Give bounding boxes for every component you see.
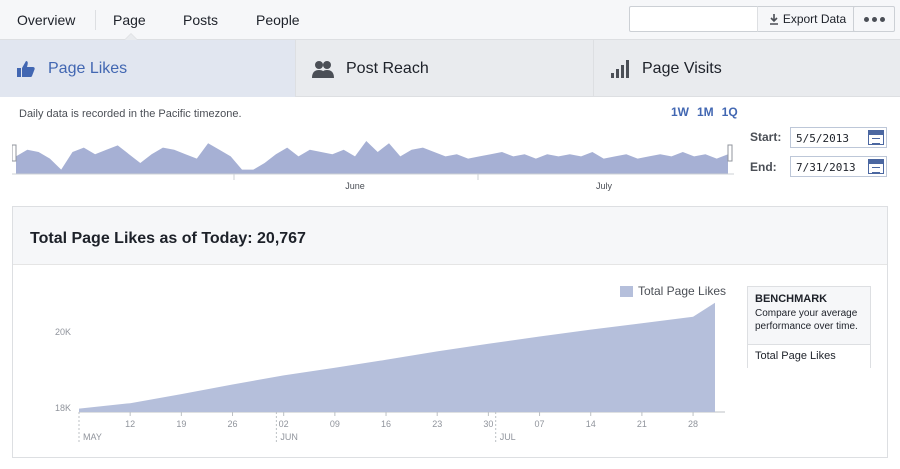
range-1q-button[interactable]: 1Q: [721, 105, 738, 119]
metric-tab-label: Page Likes: [48, 59, 128, 77]
y-tick-label: 18K: [55, 403, 71, 413]
more-dot-icon: [879, 16, 885, 22]
range-overview-area: [16, 141, 728, 174]
tab-overview[interactable]: Overview: [17, 12, 76, 28]
month-label: JUL: [500, 432, 516, 442]
month-label: JUN: [280, 432, 298, 442]
end-date-value: 7/31/2013: [796, 161, 856, 174]
more-dot-icon: [863, 16, 869, 22]
benchmark-title: BENCHMARK: [755, 293, 828, 305]
start-date-label: Start:: [750, 130, 782, 144]
more-options-button[interactable]: [853, 6, 895, 32]
thumbs-up-icon: [16, 60, 36, 78]
download-icon: [769, 13, 778, 25]
month-label: MAY: [83, 432, 102, 442]
chart-labels: 18K 20K 12 19 26 02 09 16 23 30 07 14 21 28 MAY JUN JUL: [55, 327, 698, 442]
x-tick-label: 28: [688, 419, 698, 429]
calendar-icon[interactable]: [868, 159, 884, 174]
timezone-note: Daily data is recorded in the Pacific ti…: [19, 108, 242, 120]
card-title: Total Page Likes as of Today: 20,767: [13, 207, 887, 265]
more-dot-icon: [871, 16, 877, 22]
legend-swatch: [620, 285, 633, 297]
start-date-field[interactable]: 5/5/2013: [790, 127, 887, 148]
metric-tab-page-visits[interactable]: Page Visits: [594, 40, 900, 97]
x-tick-label: 21: [637, 419, 647, 429]
tab-posts[interactable]: Posts: [183, 12, 219, 28]
export-data-label: Export Data: [782, 12, 847, 26]
people-icon: [312, 60, 334, 78]
start-date-value: 5/5/2013: [796, 132, 849, 145]
tab-page[interactable]: Page: [113, 12, 146, 28]
range-month-june: June: [345, 181, 365, 191]
top-nav: Overview Page Posts People Export Data: [0, 0, 900, 40]
x-tick-label: 23: [432, 419, 442, 429]
benchmark-link[interactable]: Total Page Likes: [748, 344, 870, 368]
y-tick-label: 20K: [55, 327, 71, 337]
x-tick-label: 30: [483, 419, 493, 429]
range-presets: 1W 1M 1Q: [671, 105, 738, 119]
x-tick-label: 07: [535, 419, 545, 429]
metric-tab-label: Page Visits: [642, 59, 722, 77]
x-tick-label: 09: [330, 419, 340, 429]
metric-tabs: Page Likes Post Reach Page Visits: [0, 40, 900, 97]
total-likes-chart[interactable]: 18K 20K 12 19 26 02 09 16 23 30 07 14 21 28 MAY JUN JUL: [13, 270, 739, 448]
total-likes-area: [79, 302, 715, 412]
x-tick-label: 12: [125, 419, 135, 429]
metric-tab-post-reach[interactable]: Post Reach: [296, 40, 594, 97]
x-tick-label: 02: [279, 419, 289, 429]
active-tab-caret: [124, 33, 138, 40]
chart-legend: Total Page Likes: [620, 284, 726, 298]
metric-tab-page-likes[interactable]: Page Likes: [0, 40, 296, 97]
export-data-button[interactable]: Export Data: [757, 6, 858, 32]
range-1m-button[interactable]: 1M: [697, 105, 714, 119]
benchmark-panel: BENCHMARK Compare your average performan…: [747, 286, 871, 368]
x-tick-label: 14: [586, 419, 596, 429]
range-1w-button[interactable]: 1W: [671, 105, 689, 119]
bar-chart-icon: [610, 59, 630, 78]
range-left-handle[interactable]: [12, 144, 17, 162]
end-date-field[interactable]: 7/31/2013: [790, 156, 887, 177]
x-tick-label: 26: [228, 419, 238, 429]
legend-label: Total Page Likes: [638, 284, 727, 298]
metric-tab-label: Post Reach: [346, 59, 429, 77]
benchmark-description: Compare your average performance over ti…: [755, 308, 858, 332]
total-likes-card: Total Page Likes as of Today: 20,767: [12, 206, 888, 458]
calendar-icon[interactable]: [868, 130, 884, 145]
end-date-label: End:: [750, 160, 777, 174]
range-month-july: July: [596, 181, 613, 191]
tab-people[interactable]: People: [256, 12, 300, 28]
tab-divider: [95, 10, 96, 30]
range-overview-chart[interactable]: June July: [12, 125, 734, 195]
range-right-handle[interactable]: [727, 144, 733, 162]
x-tick-label: 16: [381, 419, 391, 429]
x-tick-label: 19: [176, 419, 186, 429]
